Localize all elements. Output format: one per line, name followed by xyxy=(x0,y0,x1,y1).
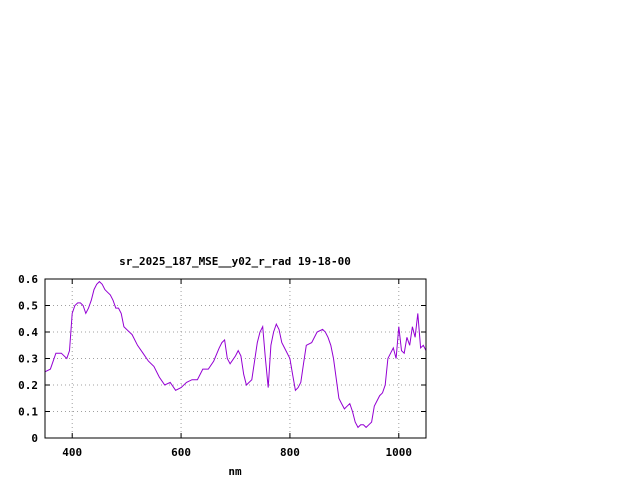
y-tick-label: 0.3 xyxy=(18,353,38,366)
chart-grid xyxy=(45,279,426,438)
x-tick-label: 600 xyxy=(171,446,191,459)
chart-title: sr_2025_187_MSE__y02_r_rad 19-18-00 xyxy=(119,255,351,268)
y-tick-label: 0.4 xyxy=(18,326,38,339)
x-axis-ticks: 400 600 800 1000 xyxy=(62,279,412,459)
y-tick-label: 0.2 xyxy=(18,379,38,392)
x-tick-label: 800 xyxy=(280,446,300,459)
y-tick-label: 0 xyxy=(31,432,38,445)
y-tick-label: 0.1 xyxy=(18,406,38,419)
y-tick-label: 0.6 xyxy=(18,273,38,286)
y-tick-label: 0.5 xyxy=(18,300,38,313)
x-tick-label: 1000 xyxy=(386,446,413,459)
plot-frame xyxy=(44,278,427,439)
x-axis-label: nm xyxy=(228,465,242,478)
y-axis-ticks: 0 0.1 0.2 0.3 0.4 0.5 0.6 xyxy=(18,273,426,445)
x-tick-label: 400 xyxy=(62,446,82,459)
series-line xyxy=(44,280,427,429)
